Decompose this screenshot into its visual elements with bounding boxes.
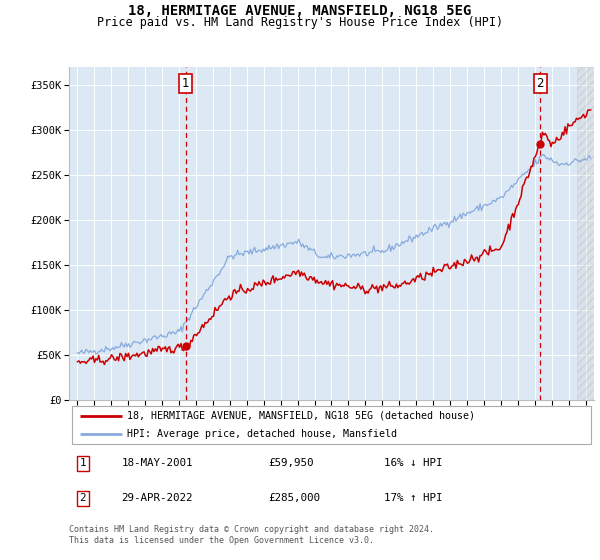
Bar: [577, 67, 600, 400]
Text: £285,000: £285,000: [269, 493, 320, 503]
Text: 16% ↓ HPI: 16% ↓ HPI: [384, 459, 443, 468]
Text: Contains HM Land Registry data © Crown copyright and database right 2024.
This d: Contains HM Land Registry data © Crown c…: [69, 525, 434, 545]
Text: £59,950: £59,950: [269, 459, 314, 468]
Text: 18, HERMITAGE AVENUE, MANSFIELD, NG18 5EG (detached house): 18, HERMITAGE AVENUE, MANSFIELD, NG18 5E…: [127, 411, 475, 421]
Text: 29-APR-2022: 29-APR-2022: [121, 493, 193, 503]
Text: HPI: Average price, detached house, Mansfield: HPI: Average price, detached house, Mans…: [127, 429, 397, 439]
Text: 1: 1: [79, 459, 86, 468]
Text: 18-MAY-2001: 18-MAY-2001: [121, 459, 193, 468]
Text: 1: 1: [182, 77, 189, 90]
Text: 2: 2: [79, 493, 86, 503]
Text: 2: 2: [536, 77, 544, 90]
Text: Price paid vs. HM Land Registry's House Price Index (HPI): Price paid vs. HM Land Registry's House …: [97, 16, 503, 29]
FancyBboxPatch shape: [71, 407, 592, 444]
Text: 17% ↑ HPI: 17% ↑ HPI: [384, 493, 443, 503]
Text: 18, HERMITAGE AVENUE, MANSFIELD, NG18 5EG: 18, HERMITAGE AVENUE, MANSFIELD, NG18 5E…: [128, 4, 472, 18]
